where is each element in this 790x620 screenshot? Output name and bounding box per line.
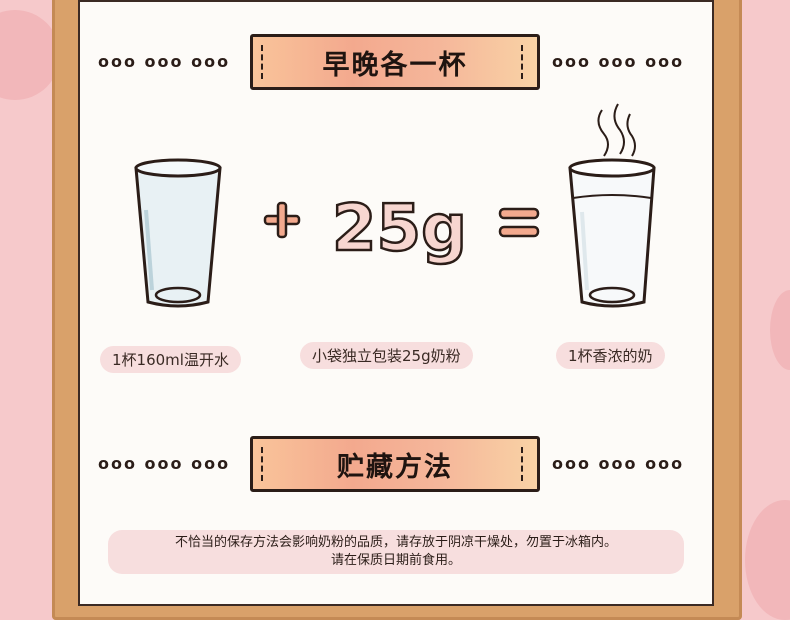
plus-sign-icon xyxy=(263,201,301,239)
section-banner-usage: 早晚各一杯 xyxy=(250,34,540,90)
background-blob xyxy=(770,290,790,370)
decorative-dots-left: ooo ooo ooo xyxy=(98,52,231,71)
storage-note-line2: 请在保质日期前食用。 xyxy=(330,553,461,568)
water-glass-icon xyxy=(134,158,222,308)
decorative-dots-right: ooo ooo ooo xyxy=(552,454,685,473)
milk-glass-icon xyxy=(568,103,656,308)
label-packet: 小袋独立包装25g奶粉 xyxy=(300,342,473,369)
background-blob xyxy=(0,10,60,100)
section-banner-storage: 贮藏方法 xyxy=(250,436,540,492)
amount-text: 25g xyxy=(332,192,467,266)
storage-note: 不恰当的保存方法会影响奶粉的品质，请存放于阴凉干燥处，勿置于冰箱内。 请在保质日… xyxy=(108,530,684,574)
equals-sign-icon xyxy=(498,207,540,238)
section-title-storage: 贮藏方法 xyxy=(337,451,453,483)
decorative-dots-left: ooo ooo ooo xyxy=(98,454,231,473)
decorative-dots-right: ooo ooo ooo xyxy=(552,52,685,71)
amount-25g: 25g xyxy=(331,191,468,268)
storage-note-line1: 不恰当的保存方法会影响奶粉的品质，请存放于阴凉干燥处，勿置于冰箱内。 xyxy=(174,535,617,550)
section-title-usage: 早晚各一杯 xyxy=(322,49,468,81)
label-milk: 1杯香浓的奶 xyxy=(556,342,665,369)
label-water: 1杯160ml温开水 xyxy=(100,346,241,373)
background-blob xyxy=(745,500,790,620)
